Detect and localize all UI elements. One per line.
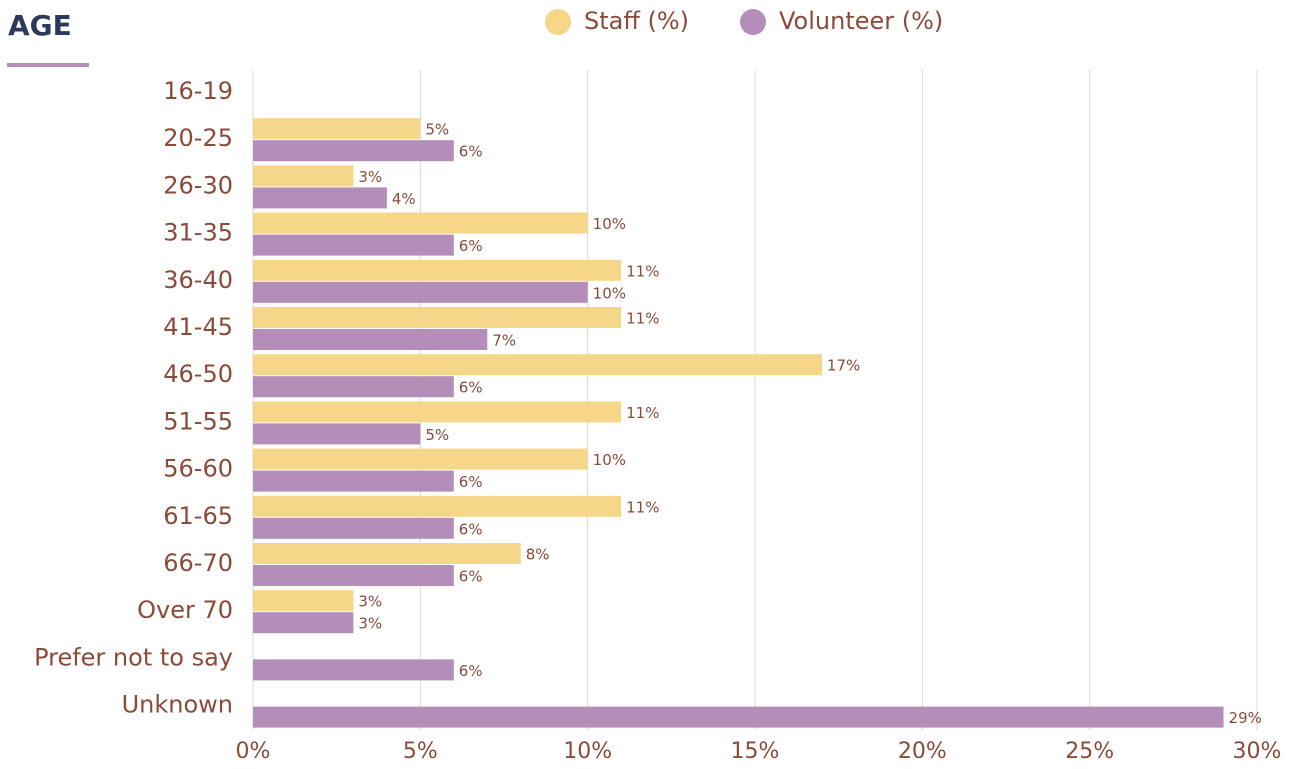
y-tick-label: 20-25	[163, 124, 233, 152]
y-tick-label: 56-60	[163, 455, 233, 483]
y-tick-label: 31-35	[163, 219, 233, 247]
bar	[253, 212, 588, 234]
title-underline	[7, 63, 89, 67]
x-tick-label: 30%	[1233, 739, 1282, 764]
bar	[253, 706, 1224, 728]
y-tick-label: 66-70	[163, 549, 233, 577]
bar	[253, 448, 588, 470]
value-label: 7%	[492, 332, 516, 350]
value-label: 3%	[358, 168, 382, 186]
y-tick-label: Over 70	[137, 596, 233, 624]
y-tick-label: Prefer not to say	[34, 643, 233, 671]
value-label: 11%	[626, 262, 659, 280]
bar	[253, 401, 622, 423]
y-tick-label: Unknown	[122, 691, 233, 719]
value-label: 6%	[459, 662, 483, 680]
value-label: 6%	[459, 143, 483, 161]
value-label: 5%	[425, 426, 449, 444]
legend-label: Staff (%)	[584, 7, 689, 35]
bar	[253, 354, 822, 376]
x-tick-label: 10%	[563, 739, 612, 764]
value-label: 6%	[459, 520, 483, 538]
y-tick-label: 41-45	[163, 313, 233, 341]
legend-swatch	[740, 9, 766, 35]
x-tick-label: 5%	[403, 739, 438, 764]
x-tick-label: 15%	[731, 739, 780, 764]
bar	[253, 423, 421, 445]
value-label: 6%	[459, 473, 483, 491]
bar	[253, 259, 622, 281]
y-tick-label: 61-65	[163, 502, 233, 530]
y-tick-label: 46-50	[163, 360, 233, 388]
bar	[253, 543, 521, 564]
bar	[253, 307, 622, 328]
bar	[253, 234, 454, 256]
value-label: 11%	[626, 404, 659, 422]
bar	[253, 495, 622, 517]
bar	[253, 329, 488, 350]
bar	[253, 517, 454, 539]
value-label: 11%	[626, 310, 659, 328]
value-label: 10%	[593, 451, 626, 469]
value-label: 10%	[593, 284, 626, 302]
x-tick-label: 20%	[898, 739, 947, 764]
bar	[253, 165, 354, 187]
bar	[253, 590, 354, 612]
x-tick-label: 25%	[1065, 739, 1114, 764]
value-label: 17%	[827, 357, 860, 375]
value-label: 5%	[425, 121, 449, 139]
bar	[253, 470, 454, 492]
value-label: 11%	[626, 498, 659, 516]
legend-label: Volunteer (%)	[779, 7, 943, 35]
bar	[253, 281, 588, 303]
value-label: 6%	[459, 379, 483, 397]
bar	[253, 612, 354, 634]
value-label: 8%	[526, 546, 550, 564]
value-label: 3%	[358, 615, 382, 633]
bar	[253, 376, 454, 398]
chart-title: AGE	[8, 9, 72, 42]
value-label: 6%	[459, 568, 483, 586]
y-tick-label: 36-40	[163, 266, 233, 294]
value-label: 10%	[593, 215, 626, 233]
y-tick-label: 51-55	[163, 407, 233, 435]
bar	[253, 187, 387, 209]
legend-swatch	[545, 9, 571, 35]
value-label: 3%	[358, 593, 382, 611]
value-label: 6%	[459, 237, 483, 255]
bar	[253, 118, 421, 140]
x-tick-label: 0%	[236, 739, 271, 764]
bar	[253, 659, 454, 681]
y-tick-label: 16-19	[163, 77, 233, 105]
bar	[253, 140, 454, 162]
value-label: 4%	[392, 190, 416, 208]
value-label: 29%	[1229, 709, 1262, 727]
bar	[253, 565, 454, 586]
y-tick-label: 26-30	[163, 171, 233, 199]
